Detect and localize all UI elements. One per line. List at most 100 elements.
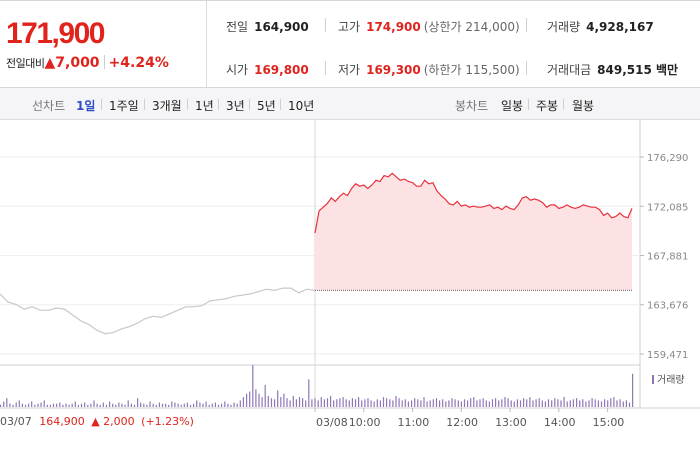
volume-bar	[336, 399, 338, 407]
volume-bar	[314, 398, 316, 407]
volume-bar	[579, 400, 581, 407]
volume-bar	[180, 404, 182, 407]
volume-bar	[233, 402, 235, 407]
volume-bar	[560, 400, 562, 407]
volume-bar	[604, 399, 606, 407]
volume-bar	[165, 403, 167, 407]
tab-period-1d[interactable]: 1일	[76, 99, 96, 113]
volume-bar	[439, 400, 441, 407]
tab-candle-monthly[interactable]: 월봉	[572, 99, 595, 113]
divider	[526, 61, 527, 75]
tab-period-1w[interactable]: 1주일	[109, 99, 139, 113]
price-summary: 171,900 전일대비▲7,000 +4.24%	[0, 1, 207, 88]
volume-bar	[87, 404, 89, 407]
volume-bar	[146, 404, 148, 407]
volume-bar	[616, 400, 618, 407]
volume-bar	[379, 400, 381, 407]
tab-period-10y[interactable]: 10년	[288, 99, 315, 113]
tab-period-1y[interactable]: 1년	[195, 99, 214, 113]
volume-bar	[3, 401, 5, 407]
prev-day-close: 164,900	[39, 415, 85, 428]
divider	[218, 99, 219, 110]
volume-legend-label: 거래량	[657, 374, 685, 386]
volume-bar	[392, 400, 394, 407]
volume-bar	[351, 398, 353, 407]
volume-bar	[274, 399, 276, 407]
volume-bar	[137, 398, 139, 407]
volume-bar	[186, 402, 188, 407]
volume-bar	[133, 404, 136, 407]
volume-bar	[519, 400, 522, 407]
stat-prev-close: 전일 164,900	[226, 18, 309, 35]
volume-legend-swatch	[652, 375, 654, 384]
volume-bar	[333, 400, 335, 407]
volume-bar	[246, 393, 248, 407]
volume-bar	[158, 402, 160, 407]
volume-bar	[40, 402, 42, 407]
volume-bar	[482, 398, 484, 407]
volume-bar	[588, 400, 590, 407]
volume-bar	[339, 398, 341, 407]
volume-bar	[277, 390, 279, 407]
volume-bar	[112, 403, 114, 407]
volume-bar	[34, 404, 36, 407]
volume-bar	[467, 400, 469, 407]
volume-bar	[242, 397, 244, 407]
tab-period-3y[interactable]: 3년	[226, 99, 245, 113]
prev-day-date: 03/07	[0, 415, 32, 428]
volume-bar	[46, 404, 48, 407]
volume-bar	[451, 398, 453, 407]
stat-value: 164,900	[254, 20, 309, 34]
change-percent: +4.24%	[108, 55, 169, 71]
x-tick-label: 14:00	[544, 416, 576, 429]
volume-bar	[326, 398, 329, 407]
stat-open: 시가 169,800	[226, 61, 309, 78]
stat-value: 174,900	[366, 20, 421, 34]
tab-period-5y[interactable]: 5년	[257, 99, 276, 113]
volume-bar	[354, 399, 357, 407]
volume-bar	[308, 379, 310, 407]
tab-candle-weekly[interactable]: 주봉	[536, 99, 559, 113]
volume-bar	[382, 397, 385, 407]
volume-bar	[96, 403, 98, 407]
volume-bar	[628, 402, 631, 407]
volume-bar	[463, 399, 466, 407]
volume-bar	[140, 402, 142, 407]
volume-bar	[358, 397, 360, 407]
volume-bar	[298, 397, 301, 407]
volume-bar	[168, 404, 170, 407]
volume-bar	[43, 400, 45, 407]
tab-candle-daily[interactable]: 일봉	[501, 99, 524, 113]
prev-day-price-line	[0, 287, 316, 335]
volume-bar	[345, 399, 347, 407]
volume-bar	[311, 399, 313, 407]
volume-bar	[407, 401, 409, 407]
x-tick-label: 15:00	[593, 416, 625, 429]
divider	[325, 61, 326, 75]
stat-value: 169,300	[366, 63, 421, 77]
volume-bar	[423, 397, 425, 407]
volume-bar	[569, 400, 571, 407]
stat-value: 4,928,167	[586, 20, 654, 34]
stat-low: 저가 169,300 (하한가 115,500)	[338, 61, 520, 78]
tab-period-3m[interactable]: 3개월	[152, 99, 182, 113]
volume-bar	[591, 398, 593, 407]
volume-bar	[523, 398, 525, 407]
volume-bar	[442, 399, 444, 407]
volume-bar	[152, 403, 154, 407]
stat-value: 169,800	[254, 63, 309, 77]
volume-bar	[535, 399, 537, 407]
volume-bar	[127, 400, 129, 407]
chart-tab-bar: 선차트 1일 1주일 3개월 1년 3년 5년 10년 봉차트 일봉 주봉 월봉	[0, 88, 700, 120]
stat-label: 거래대금	[547, 63, 592, 77]
volume-bar	[214, 402, 216, 407]
volume-bar	[12, 404, 14, 407]
volume-bar	[491, 399, 494, 407]
volume-bar	[507, 398, 509, 407]
volume-bar	[62, 404, 64, 407]
prev-day-pct: (+1.23%)	[141, 415, 194, 428]
volume-bar	[161, 403, 164, 407]
x-tick-label: 03/08	[316, 416, 348, 429]
volume-bar	[80, 403, 83, 407]
